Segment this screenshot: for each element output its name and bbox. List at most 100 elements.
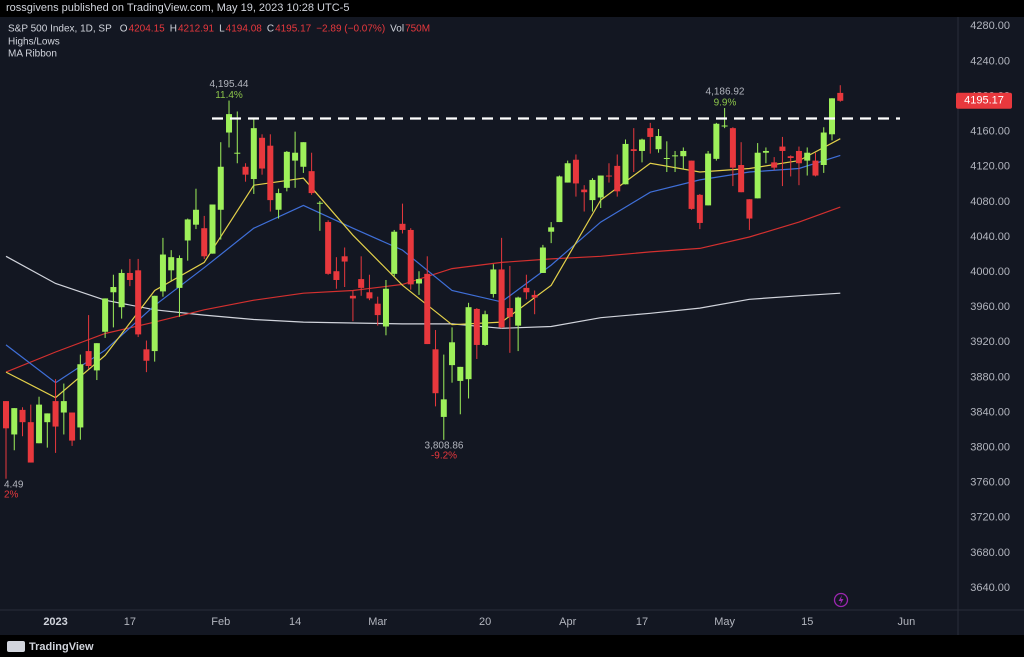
y-tick-label: 4080.00 [970,196,1010,208]
candle-body [292,152,299,161]
candle-body [126,272,133,280]
y-tick-label: 3920.00 [970,336,1010,348]
x-tick-label: Feb [211,616,230,628]
candle-body [523,287,530,293]
candle-body [391,231,398,274]
candle-body [69,412,76,441]
last-price-tag [956,92,1012,109]
candle-body [349,295,356,299]
candle-body [688,160,695,209]
annotation-label: 4,186.92 [706,87,745,98]
candle-body [680,150,687,157]
candle-body [729,128,736,168]
ohlc-label: H [170,24,177,35]
x-tick-label: 15 [801,616,813,628]
candle-body [473,308,480,345]
candle-body [333,271,340,280]
candle-body [762,150,769,153]
candle-body [234,152,241,154]
candle-body [597,175,604,198]
chart-background [0,17,1024,635]
candle-body [622,143,629,185]
logo: TradingView [7,641,94,653]
y-tick-label: 3680.00 [970,547,1010,559]
candle-body [151,295,158,352]
candle-body [498,269,505,328]
y-tick-label: 4280.00 [970,20,1010,32]
candle-body [135,270,142,335]
candle-body [605,175,612,177]
annotation-label: 4.49 [4,480,24,491]
candle-body [217,166,224,210]
candle-body [465,307,472,380]
x-tick-label: Mar [368,616,387,628]
candle-body [242,166,249,175]
volume-label: Vol [390,24,404,35]
candle-body [44,413,51,423]
annotation-change: 2% [4,490,19,501]
candle-body [52,401,59,427]
candle-body [250,128,257,180]
candle-body [572,159,579,184]
candle-body [482,314,489,345]
candle-body [837,92,844,101]
candle-body [655,136,662,150]
candle-body [696,194,703,223]
symbol: S&P 500 Index, 1D, SP [8,24,112,35]
candle-body [102,298,109,332]
candle-body [416,279,422,284]
ohlc-value: 4204.15 [129,24,166,35]
candle-body [226,114,233,133]
x-tick-label: Apr [559,616,576,628]
candle-body [829,98,835,135]
ohlc-label: O [120,24,128,35]
candle-body [779,146,786,151]
candle-body [705,153,712,206]
y-tick-label: 3880.00 [970,371,1010,383]
candle-body [267,145,274,201]
candle-body [283,151,290,188]
ohlc-value: 4194.08 [226,24,263,35]
candle-body [515,297,522,326]
x-tick-label: 17 [124,616,136,628]
candle-body [110,287,117,293]
candle-body [440,399,447,417]
axes: 3640.00 3680.00 3720.00 3760.00 3800.00 3840.… [43,20,1012,628]
candle-body [539,247,546,273]
x-tick-label: 17 [636,616,648,628]
candle-body [201,228,208,257]
candle-body [341,256,348,262]
candle-body [738,165,745,193]
annotation-change: 9.9% [714,98,737,109]
y-tick-label: 4040.00 [970,231,1010,243]
candle-body [118,272,125,308]
candle-body [531,294,538,298]
ohlc-value: 4212.91 [178,24,215,35]
candle-body [721,125,728,127]
legend: S&P 500 Index, 1D, SP Highs/Lows MA Ribb… [8,24,430,60]
candle-body [27,422,34,463]
footer: TradingView [29,641,94,653]
candle-body [275,193,282,210]
lightning-icon[interactable] [833,592,849,608]
indicator: MA Ribbon [8,49,57,60]
candle-body [308,171,315,194]
candle-body [366,292,373,299]
x-tick-label: 14 [289,616,301,628]
candle-body [192,209,199,225]
y-tick-label: 3960.00 [970,301,1010,313]
candle-body [316,202,323,204]
candle-body [812,160,819,176]
candle-body [11,408,18,435]
indicator: Highs/Lows [8,37,60,48]
candle-body [506,308,513,317]
candle-body [93,343,100,371]
logo-mark [7,641,25,652]
annotation-change: -9.2% [431,450,457,461]
candle-body [60,401,67,413]
y-tick-label: 4240.00 [970,55,1010,67]
x-tick-label: May [714,616,735,628]
candle-body [548,227,555,232]
lightning-bolt [838,595,844,605]
y-tick-label: 4120.00 [970,161,1010,173]
